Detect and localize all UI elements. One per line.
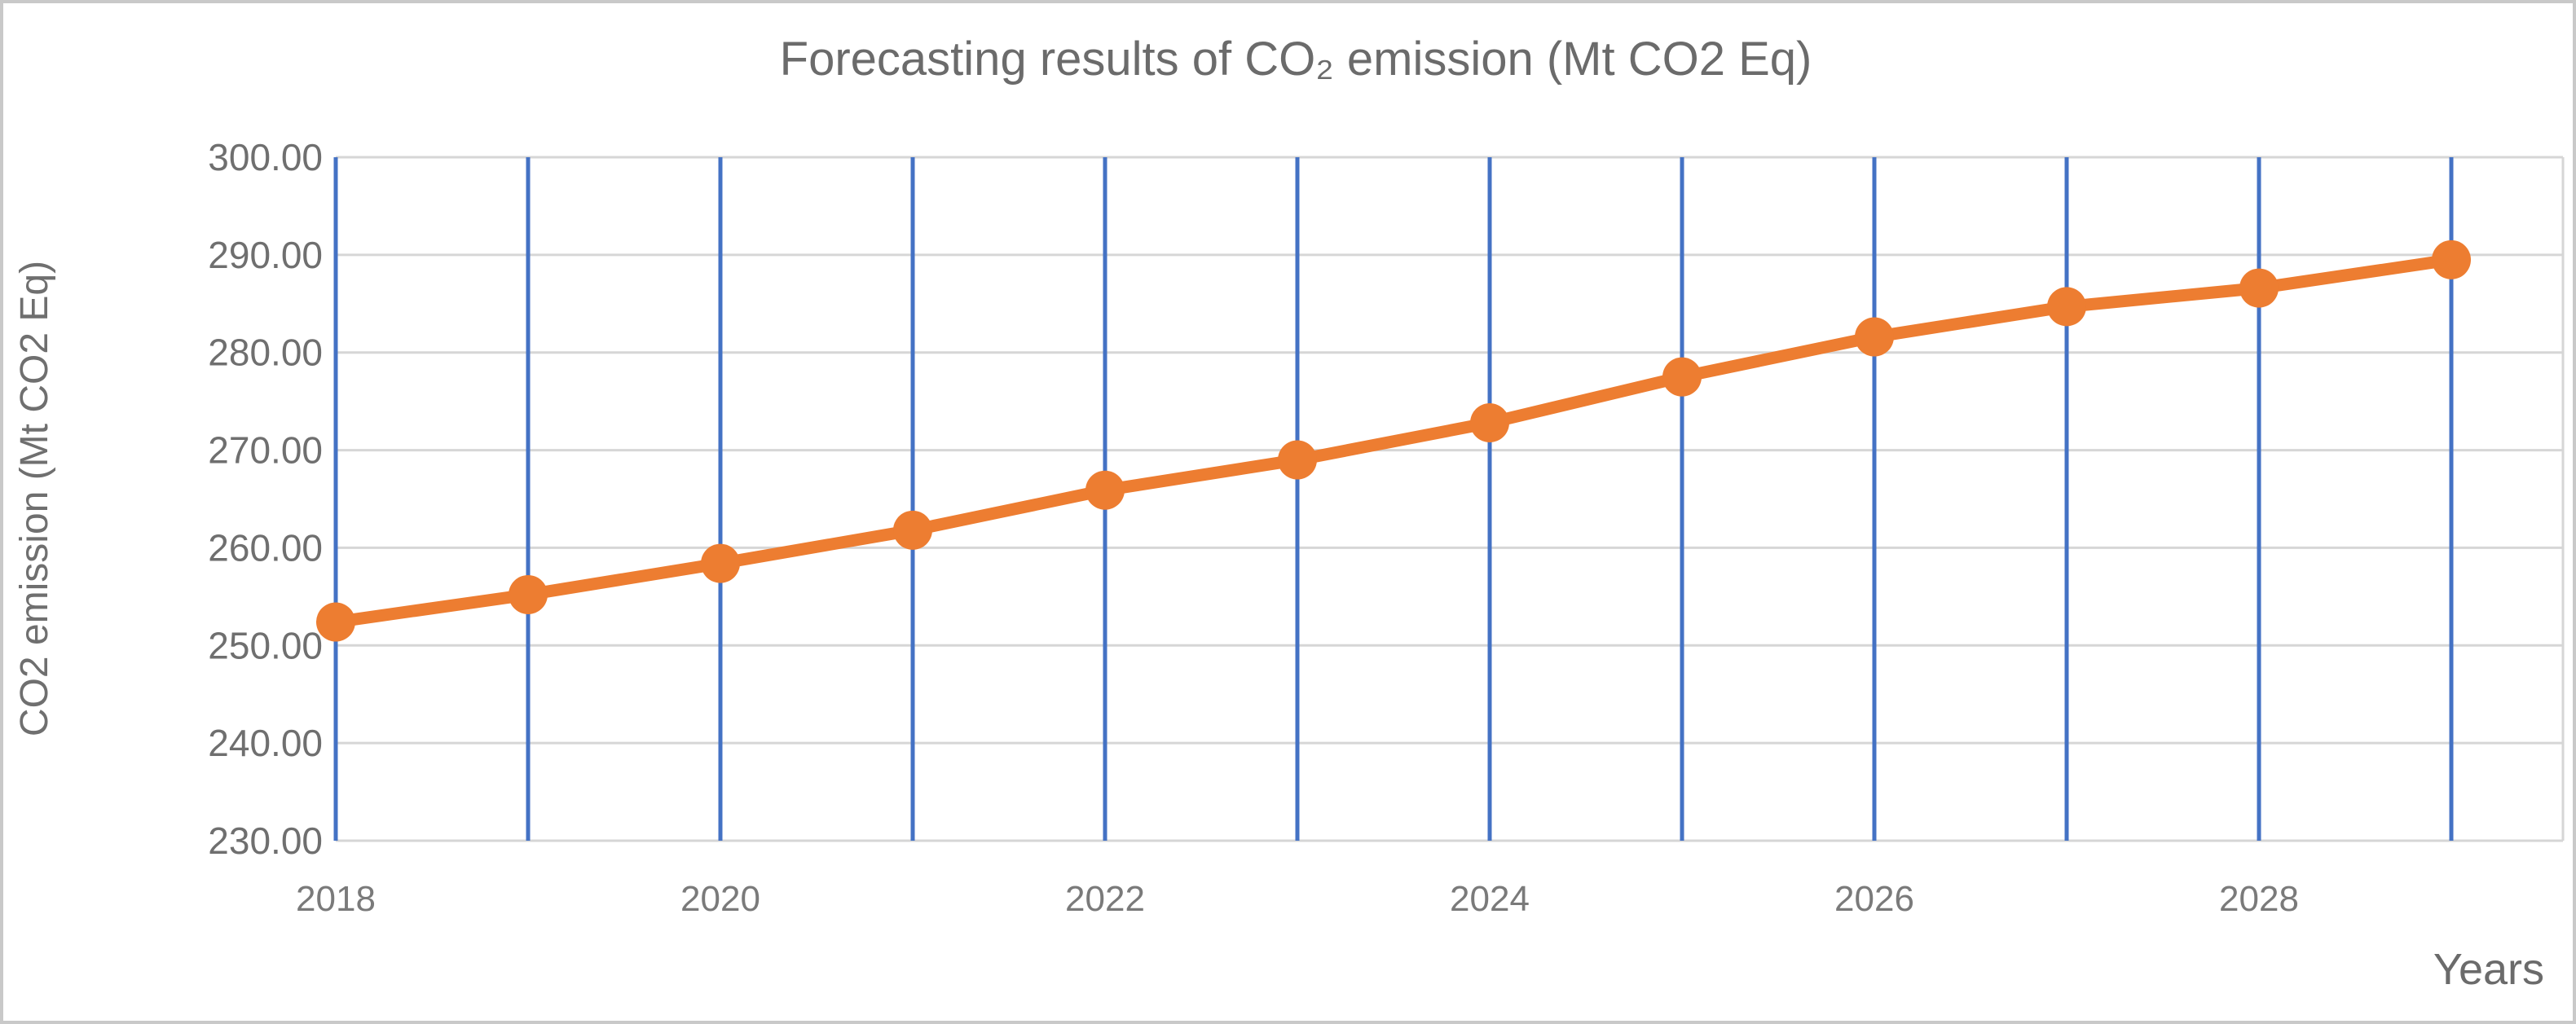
data-point-marker [1470, 403, 1509, 443]
data-point-marker [1085, 470, 1125, 510]
y-tick-label: 290.00 [208, 234, 323, 276]
x-axis-title: Years [2433, 945, 2544, 994]
x-tick-labels: 2018 2020 2022 2024 2026 2028 [296, 879, 2299, 919]
data-point-marker [1855, 317, 1894, 357]
data-point-marker [893, 510, 932, 550]
data-point-marker [701, 543, 740, 583]
y-tick-label: 230.00 [208, 820, 323, 862]
data-point-marker [2047, 287, 2086, 327]
data-point-markers [316, 240, 2471, 642]
horizontal-gridlines [336, 156, 2563, 842]
data-point-marker [509, 574, 548, 614]
x-tick-label: 2028 [2219, 879, 2299, 919]
x-tick-label: 2018 [296, 879, 376, 919]
x-tick-label: 2020 [680, 879, 760, 919]
data-point-marker [1662, 357, 1702, 397]
y-tick-label: 300.00 [208, 136, 323, 178]
y-tick-label: 240.00 [208, 722, 323, 764]
data-point-marker [2432, 240, 2471, 279]
y-tick-label: 280.00 [208, 332, 323, 374]
y-tick-label: 270.00 [208, 429, 323, 472]
y-axis-title: CO2 emission (Mt CO2 Eq) [13, 261, 56, 736]
y-tick-label: 250.00 [208, 624, 323, 666]
vertical-gridlines [333, 157, 2454, 841]
x-tick-label: 2026 [1834, 879, 1914, 919]
x-tick-label: 2022 [1065, 879, 1145, 919]
chart-title: Forecasting results of CO₂ emission (Mt … [780, 33, 1812, 86]
y-tick-labels: 230.00 240.00 250.00 260.00 270.00 280.00 290.… [208, 136, 323, 862]
data-point-marker [316, 602, 355, 642]
y-tick-label: 260.00 [208, 526, 323, 569]
forecast-line [329, 253, 2458, 629]
data-point-marker [2239, 268, 2279, 308]
x-tick-label: 2024 [1450, 879, 1530, 919]
data-point-marker [1278, 440, 1317, 480]
